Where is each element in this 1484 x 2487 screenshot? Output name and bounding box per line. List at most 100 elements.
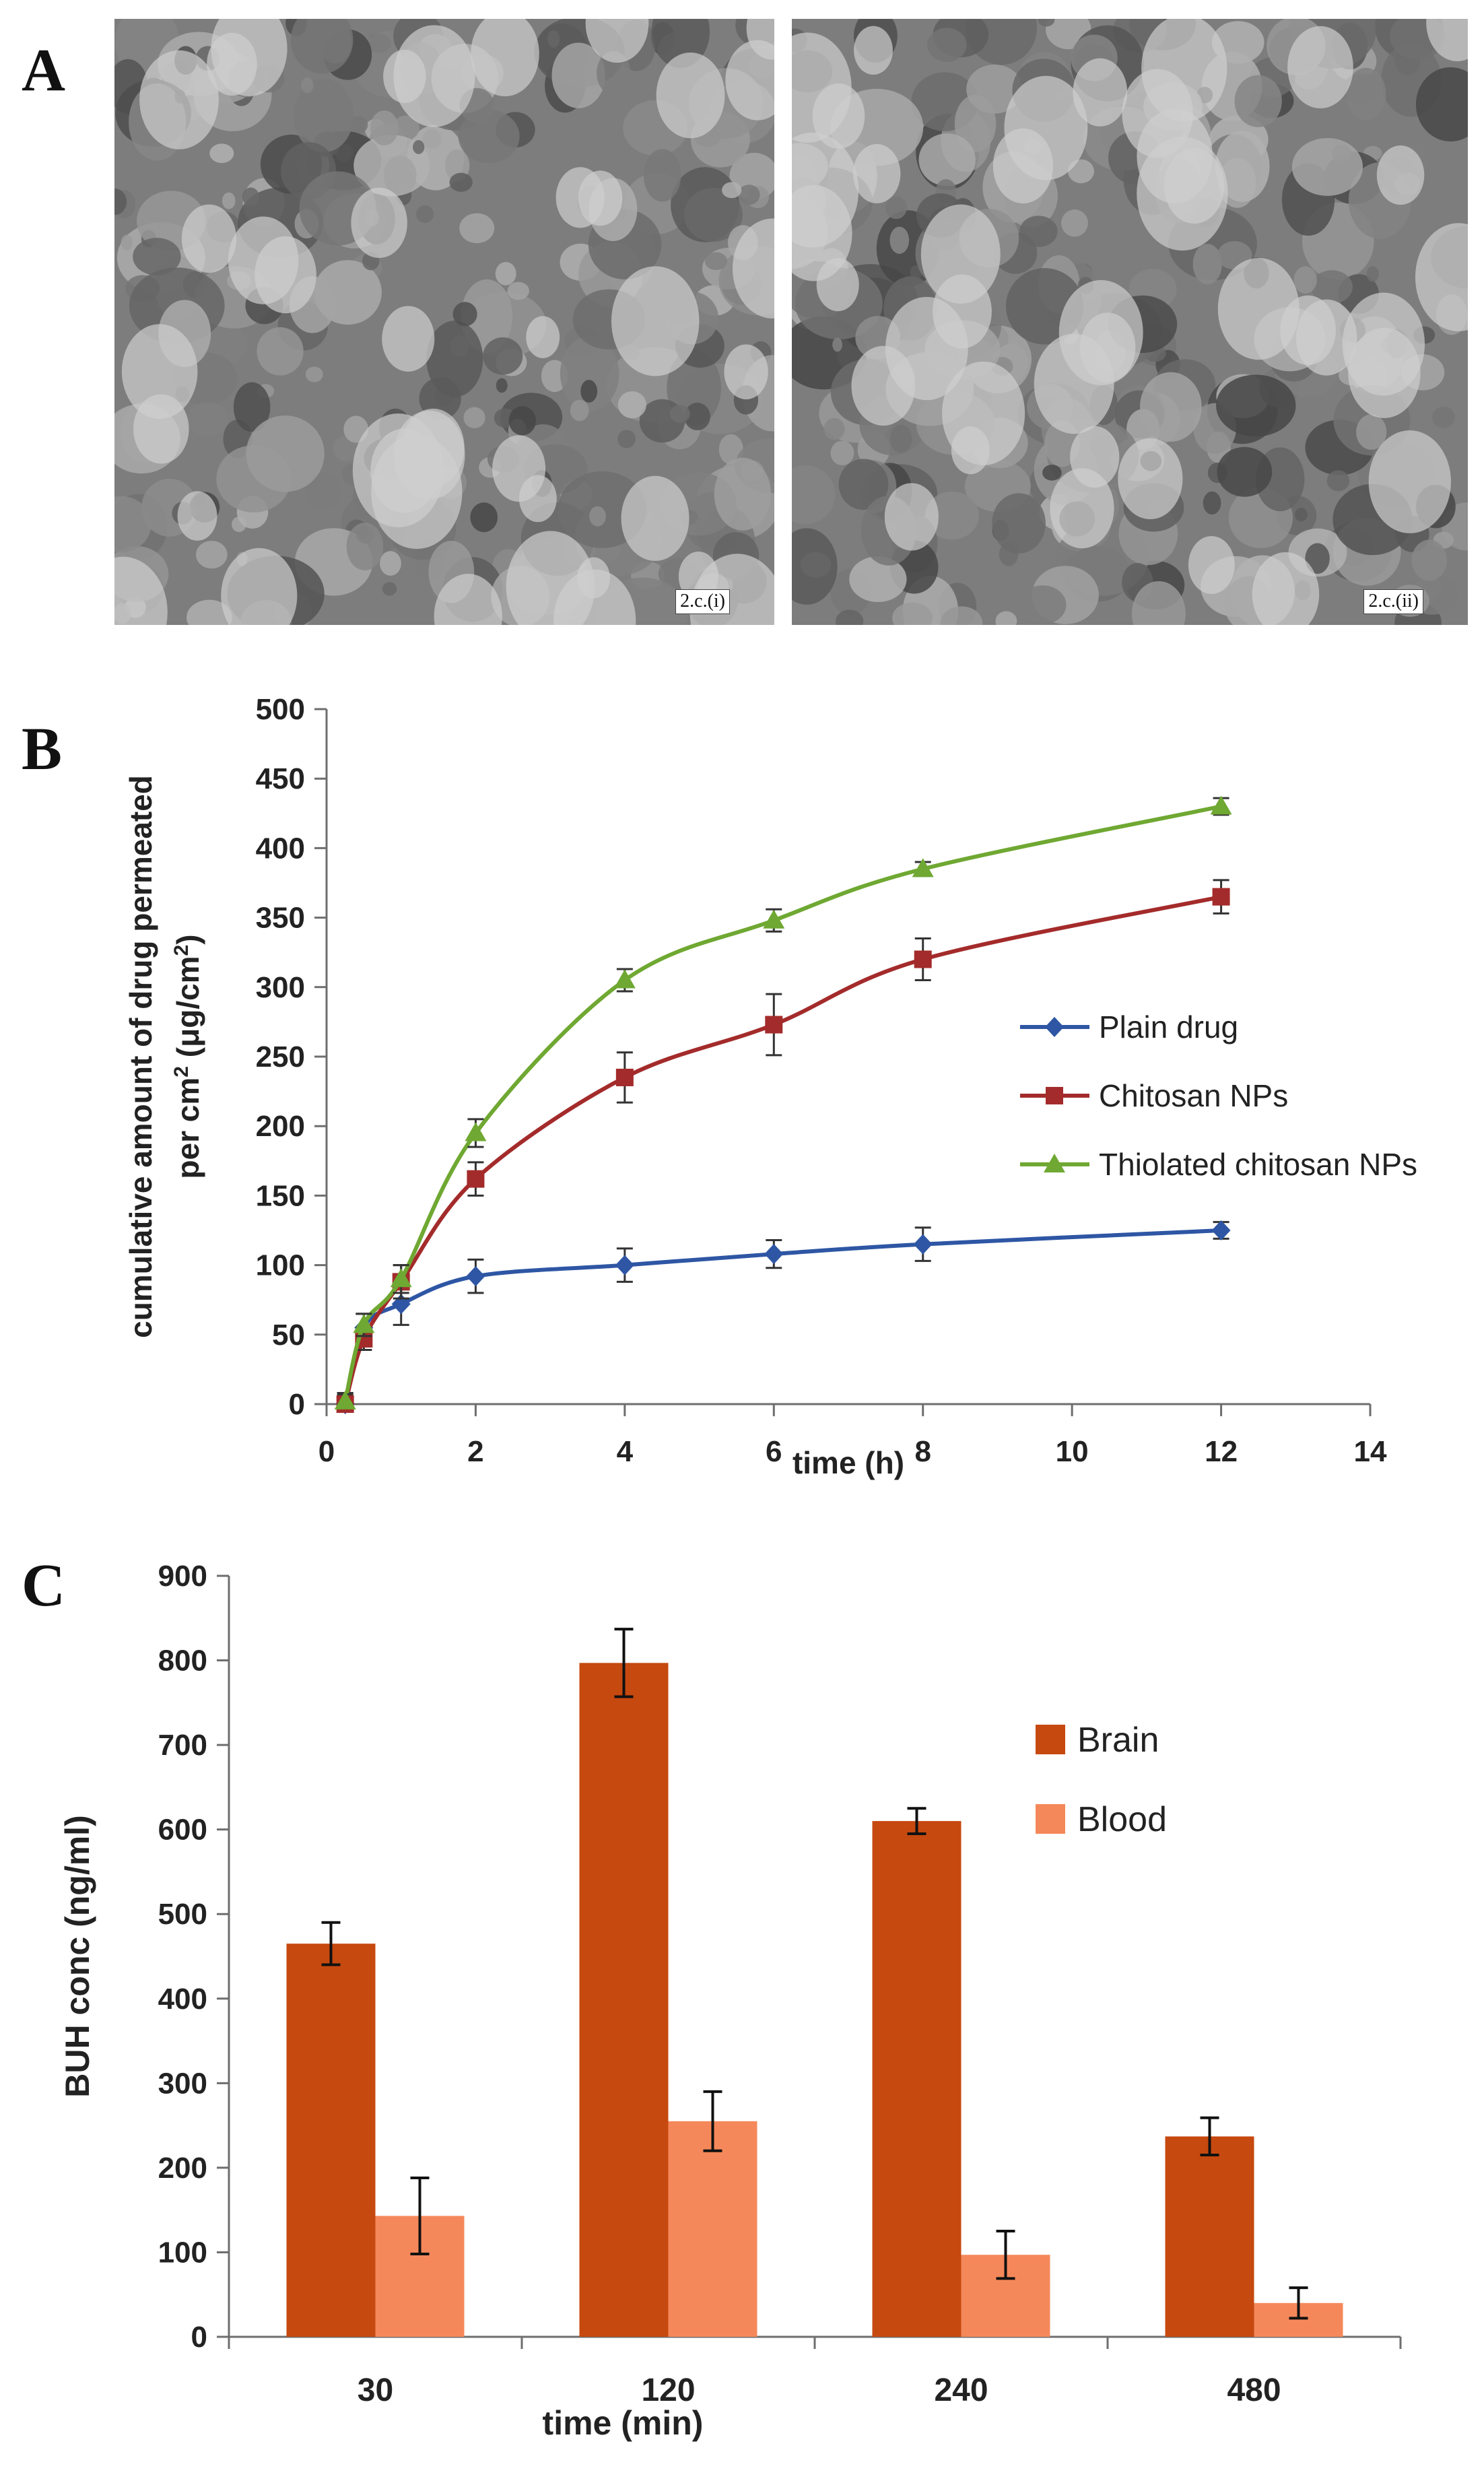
- sem-grain: [1295, 507, 1308, 522]
- sem-micrograph-1: 2.c.(i): [114, 19, 774, 625]
- sem-particle: [932, 274, 992, 349]
- y-tick-label: 500: [256, 693, 305, 726]
- sem-grain: [471, 189, 553, 263]
- sem-particle: [1280, 295, 1336, 366]
- marker-diamond: [466, 1266, 485, 1287]
- legend-label: Brain: [1077, 1721, 1159, 1760]
- sem-particle: [492, 435, 546, 502]
- series-plain-drug: [335, 1220, 1231, 1414]
- sem-particle: [1252, 552, 1320, 625]
- x-axis-title: time (min): [543, 2404, 704, 2442]
- sem-grain: [547, 30, 560, 48]
- sem-grain: [246, 416, 325, 492]
- sem-grain: [1415, 67, 1468, 142]
- sem-grain: [1431, 406, 1455, 428]
- sem-particle: [656, 52, 725, 139]
- sem-particle: [383, 49, 426, 104]
- category-label: 240: [934, 2373, 988, 2408]
- sem-grain: [836, 609, 864, 625]
- y-tick-label: 0: [289, 1388, 305, 1421]
- sem-grain: [416, 205, 434, 224]
- sem-grain: [133, 238, 181, 275]
- sem-grain: [617, 430, 636, 449]
- sem-grain: [792, 528, 838, 605]
- sem-particle: [114, 556, 168, 625]
- sem-grain: [257, 327, 304, 376]
- sem-particle: [121, 324, 198, 419]
- sem-grain: [114, 189, 127, 215]
- sem-grain: [849, 556, 907, 603]
- legend-label: Blood: [1077, 1800, 1167, 1839]
- marker-square: [765, 1016, 783, 1034]
- sem-grain: [885, 196, 907, 220]
- sem-grain: [832, 337, 842, 352]
- sem-grain: [353, 135, 430, 197]
- sem-grain: [452, 302, 477, 327]
- sem-grain: [1192, 244, 1222, 285]
- sem-particle: [724, 344, 768, 400]
- x-axis-title: time (h): [792, 1445, 904, 1480]
- marker-diamond: [1045, 1017, 1064, 1037]
- legend-swatch: [1036, 1804, 1065, 1834]
- sem-grain: [704, 252, 728, 270]
- y-tick-label: 900: [158, 1560, 207, 1593]
- sem-grain: [1411, 539, 1448, 581]
- marker-triangle: [1210, 795, 1232, 815]
- sem-grain: [838, 459, 889, 510]
- marker-triangle: [1044, 1154, 1065, 1172]
- sem-grain: [1217, 446, 1273, 497]
- sem-grain: [470, 502, 498, 533]
- sem-particle: [1073, 58, 1128, 127]
- y-axis-title-line-1: cumulative amount of drug permeated: [123, 775, 158, 1338]
- sem-particle: [553, 569, 636, 625]
- sem-particle: [177, 491, 217, 541]
- y-tick-label: 100: [158, 2236, 207, 2269]
- sem-grain: [570, 399, 589, 422]
- y-title-superscript: 2: [170, 1066, 193, 1077]
- sem-grain: [722, 182, 742, 199]
- x-tick-label: 14: [1354, 1435, 1387, 1468]
- sem-particle: [1415, 223, 1468, 331]
- sem-particle: [1287, 26, 1353, 108]
- legend-entry: Plain drug: [1020, 1009, 1238, 1044]
- sem-particle: [1376, 145, 1425, 205]
- panel-label-b: B: [22, 716, 63, 783]
- sem-particle: [211, 19, 288, 96]
- sem-grain: [449, 172, 473, 192]
- category-label: 120: [641, 2373, 695, 2408]
- sem-grain: [382, 582, 397, 596]
- legend-entry: Thiolated chitosan NPs: [1020, 1147, 1417, 1182]
- y-title-part: (μg/cm: [170, 956, 205, 1066]
- sem-grain: [1345, 67, 1386, 121]
- bar-brain: [872, 1821, 962, 2337]
- y-tick-label: 450: [256, 762, 305, 795]
- sem-particle: [351, 187, 407, 259]
- sem-grain: [1139, 372, 1202, 442]
- y-tick-label: 700: [158, 1729, 207, 1762]
- x-tick-label: 6: [766, 1435, 782, 1468]
- sem-particle: [1368, 430, 1451, 533]
- sem-particle: [555, 167, 605, 228]
- sem-particle: [221, 548, 298, 625]
- x-tick-label: 8: [914, 1435, 931, 1468]
- sem-grain: [495, 261, 516, 286]
- series-line: [343, 894, 1222, 1405]
- bar-brain: [579, 1663, 669, 2337]
- sem-grain: [114, 496, 151, 553]
- sem-grain: [1038, 19, 1055, 27]
- y-tick-label: 500: [158, 1898, 207, 1931]
- sem-grain: [823, 418, 845, 440]
- y-title-part: ): [170, 934, 205, 944]
- sem-grain: [422, 129, 442, 149]
- sem-grain: [1311, 270, 1353, 304]
- sem-grain: [891, 602, 933, 625]
- sem-particle: [1141, 19, 1227, 122]
- y-axis-title-line-2: per cm2 (μg/cm2): [170, 934, 206, 1179]
- sem-particle: [382, 306, 435, 372]
- sem-grain: [714, 457, 772, 531]
- legend-entry: Chitosan NPs: [1020, 1078, 1288, 1113]
- y-tick-label: 350: [256, 902, 305, 935]
- sem-particle: [1137, 108, 1213, 203]
- series-line: [343, 804, 1222, 1402]
- marker-square: [1212, 888, 1230, 906]
